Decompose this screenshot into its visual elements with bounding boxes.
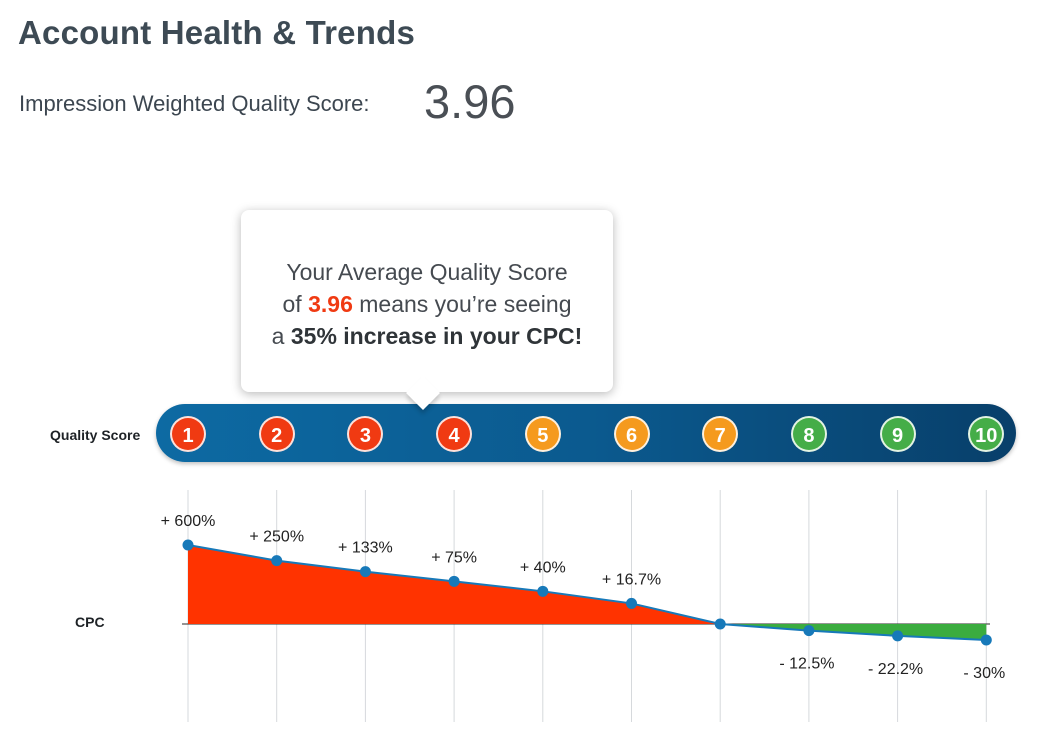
tooltip-line-2: of 3.96 means you’re seeing — [241, 288, 613, 320]
cpc-label-3: + 133% — [338, 540, 393, 557]
cpc-point-6 — [626, 597, 637, 609]
chart-points — [182, 539, 992, 646]
tooltip-line-1: Your Average Quality Score — [286, 259, 568, 285]
cpc-point-8 — [803, 625, 815, 637]
quality-score-badge-4: 4 — [436, 416, 473, 452]
cpc-label-1: + 600% — [161, 513, 216, 530]
cpc-point-2 — [271, 555, 283, 567]
quality-score-value: 3.96 — [424, 75, 516, 128]
tooltip-a-text: a — [271, 323, 291, 349]
quality-score-badge-5: 5 — [524, 416, 561, 452]
quality-score-badge-6: 6 — [613, 416, 650, 452]
cpc-label-6: + 16.7% — [602, 571, 661, 588]
quality-score-badge-1: 1 — [170, 416, 206, 452]
quality-score-badge-10: 10 — [968, 416, 1005, 452]
cpc-point-10 — [980, 634, 992, 646]
cpc-point-7 — [714, 618, 726, 630]
tooltip-cpc-increase: 35% increase in your CPC! — [290, 323, 583, 349]
chart-lines — [187, 544, 987, 641]
cpc-point-3 — [359, 566, 371, 578]
quality-score-badge-7: 7 — [702, 416, 739, 452]
quality-score-badge-9: 9 — [879, 416, 916, 452]
quality-score-label: Impression Weighted Quality Score: — [19, 91, 370, 116]
cpc-label-5: + 40% — [520, 559, 566, 576]
chart-data-labels: + 600% + 250% + 133% + 75% + 40% + 16.7% - 12.… — [161, 513, 1006, 682]
tooltip-line-3: a 35% increase in your CPC! — [241, 320, 613, 352]
cpc-row-label: CPC — [75, 614, 105, 630]
cpc-point-1 — [182, 539, 194, 551]
quality-score-row-label: Quality Score — [50, 427, 141, 443]
cpc-label-4: + 75% — [431, 549, 477, 566]
cpc-label-8: - 12.5% — [779, 656, 834, 673]
cpc-label-9: - 22.2% — [868, 661, 923, 678]
quality-score-badge-8: 8 — [790, 416, 827, 452]
tooltip-of-text: of — [282, 291, 309, 317]
cpc-point-4 — [448, 575, 460, 587]
page-title: Account Health & Trends — [18, 14, 415, 51]
tooltip-means-text: means you’re seeing — [352, 291, 572, 317]
quality-score-badge-2: 2 — [258, 416, 295, 452]
cpc-point-5 — [537, 585, 549, 597]
chart-areas — [188, 545, 987, 640]
tooltip-score: 3.96 — [308, 291, 353, 317]
quality-score-badge-3: 3 — [347, 416, 384, 452]
cpc-label-2: + 250% — [249, 529, 304, 546]
cpc-series-line — [187, 544, 987, 641]
quality-score-tooltip: Your Average Quality Score of 3.96 means… — [241, 210, 613, 410]
quality-score-bar — [156, 404, 1016, 462]
cpc-point-9 — [892, 630, 904, 642]
cpc-label-10: - 30% — [963, 665, 1005, 682]
